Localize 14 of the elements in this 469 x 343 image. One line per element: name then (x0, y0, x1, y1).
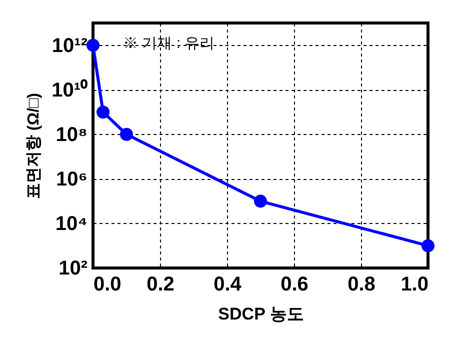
x-tick-label: 0.2 (146, 274, 174, 296)
y-tick-label: 10² (58, 258, 88, 280)
x-tick-label: 0.8 (348, 274, 376, 296)
x-axis-title: SDCP 농도 (218, 304, 304, 324)
y-axis-title: 표면저항 (Ω/□) (26, 92, 43, 200)
y-tick-label: 10⁶ (56, 168, 88, 190)
y-tick-label: 10⁴ (55, 212, 88, 235)
x-tick-label: 0.0 (94, 274, 122, 296)
x-tick-label: 0.4 (214, 274, 242, 296)
x-tick-label: 0.6 (280, 274, 308, 296)
y-tick-label: 10⁸ (56, 124, 88, 146)
x-tick-label: 1.0 (400, 274, 428, 296)
y-tick-label: 10¹⁰ (52, 78, 88, 102)
y-tick-label: 10¹² (52, 34, 88, 57)
